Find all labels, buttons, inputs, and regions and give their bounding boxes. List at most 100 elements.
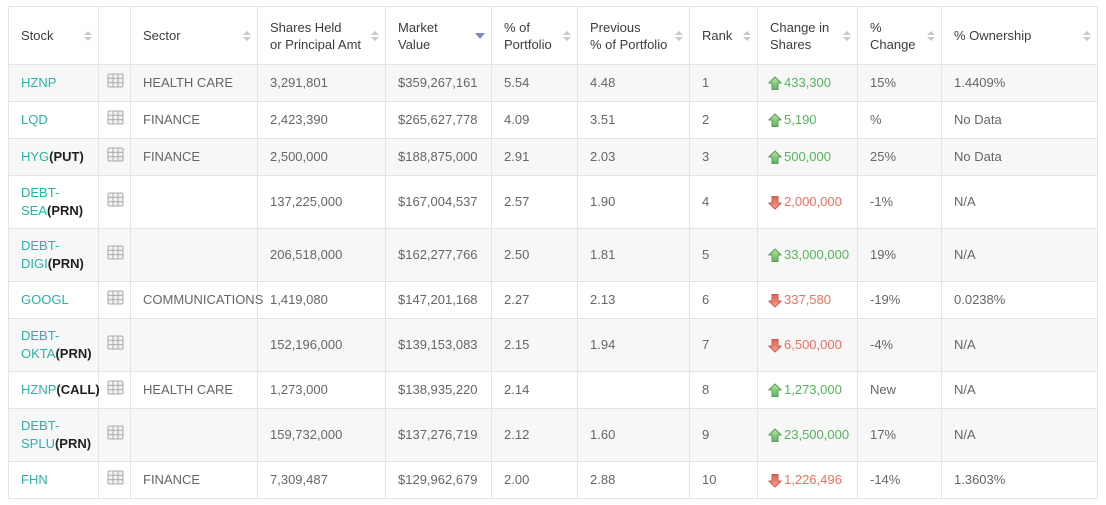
grid-icon[interactable] — [107, 192, 124, 207]
stock-cell: HYG(PUT) — [8, 138, 99, 176]
pct-ownership-cell: 1.4409% — [941, 64, 1098, 102]
previous-pct-of-portfolio-cell: 2.13 — [577, 281, 690, 319]
change-in-shares-cell: 1,226,496 — [757, 461, 858, 499]
column-header-label: Previous % of Portfolio — [590, 19, 668, 52]
rank-cell: 10 — [689, 461, 758, 499]
sort-toggle-icon[interactable] — [563, 30, 571, 41]
previous-pct-of-portfolio-cell: 1.81 — [577, 228, 690, 282]
chart-cell — [98, 408, 131, 462]
stock-ticker-link[interactable]: HZNP — [21, 75, 57, 90]
stock-ticker-link[interactable]: FHN — [21, 472, 48, 487]
rank-cell: 4 — [689, 175, 758, 229]
column-header-label: Market Value — [398, 19, 438, 52]
pct-of-portfolio-cell: 4.09 — [491, 101, 578, 139]
stock-cell: DEBT-OKTA(PRN) — [8, 318, 99, 372]
column-header-pctport[interactable]: % of Portfolio — [491, 6, 578, 65]
sorted-desc-icon[interactable] — [475, 32, 485, 39]
column-header-label: % Ownership — [954, 28, 1032, 43]
pct-of-portfolio-cell: 2.14 — [491, 371, 578, 409]
change-in-shares-value: 433,300 — [784, 75, 831, 90]
change-in-shares-cell: 23,500,000 — [757, 408, 858, 462]
change-in-shares-value: 1,226,496 — [784, 472, 842, 487]
pct-change-cell: 25% — [857, 138, 942, 176]
change-in-shares-value: 6,500,000 — [784, 337, 842, 352]
rank-cell: 3 — [689, 138, 758, 176]
sector-cell — [130, 318, 258, 372]
column-header-prev[interactable]: Previous % of Portfolio — [577, 6, 690, 65]
market-value-cell: $138,935,220 — [385, 371, 492, 409]
column-header-label: Change in Shares — [770, 19, 830, 52]
sector-cell: HEALTH CARE — [130, 64, 258, 102]
pct-ownership-cell: No Data — [941, 138, 1098, 176]
chart-cell — [98, 101, 131, 139]
grid-icon[interactable] — [107, 110, 124, 125]
pct-of-portfolio-cell: 2.50 — [491, 228, 578, 282]
sort-toggle-icon[interactable] — [927, 30, 935, 41]
stock-ticker-link[interactable]: DEBT-SEA — [21, 185, 60, 218]
column-header-sector[interactable]: Sector — [130, 6, 258, 65]
grid-icon[interactable] — [107, 380, 124, 395]
grid-icon[interactable] — [107, 335, 124, 350]
stock-ticker-link[interactable]: HZNP — [21, 382, 57, 397]
pct-ownership-cell: N/A — [941, 408, 1098, 462]
header-row: Stock Sector — [8, 6, 1098, 65]
column-header-rank[interactable]: Rank — [689, 6, 758, 65]
grid-icon[interactable] — [107, 425, 124, 440]
previous-pct-of-portfolio-cell: 3.51 — [577, 101, 690, 139]
grid-icon[interactable] — [107, 470, 124, 485]
sort-toggle-icon[interactable] — [84, 30, 92, 41]
pct-change-cell: New — [857, 371, 942, 409]
grid-icon[interactable] — [107, 73, 124, 88]
change-in-shares-value: 5,190 — [784, 112, 817, 127]
sort-toggle-icon[interactable] — [243, 30, 251, 41]
column-header-pctchange[interactable]: % Change — [857, 6, 942, 65]
stock-ticker-link[interactable]: DEBT-SPLU — [21, 418, 60, 451]
change-in-shares-value: 500,000 — [784, 149, 831, 164]
ticker-suffix: (PUT) — [49, 149, 84, 164]
stock-ticker-link[interactable]: DEBT-DIGI — [21, 238, 60, 271]
table-row: HZNP(CALL) HEALTH CARE 1,273,000 $138,93… — [8, 371, 1098, 409]
chart-cell — [98, 461, 131, 499]
table-row: HZNP HEALTH CARE 3,291,801 $359,267,161 … — [8, 64, 1098, 102]
arrow-up-icon — [768, 248, 782, 262]
chart-cell — [98, 175, 131, 229]
shares-held-cell: 2,423,390 — [257, 101, 386, 139]
table-row: FHN FINANCE 7,309,487 $129,962,679 2.00 … — [8, 461, 1098, 499]
change-in-shares-value: 2,000,000 — [784, 194, 842, 209]
change-in-shares-cell: 2,000,000 — [757, 175, 858, 229]
pct-of-portfolio-cell: 5.54 — [491, 64, 578, 102]
column-header-shares[interactable]: Shares Held or Principal Amt — [257, 6, 386, 65]
stock-ticker-link[interactable]: GOOGL — [21, 292, 69, 307]
sector-cell — [130, 408, 258, 462]
shares-held-cell: 7,309,487 — [257, 461, 386, 499]
sort-toggle-icon[interactable] — [1083, 30, 1091, 41]
pct-of-portfolio-cell: 2.12 — [491, 408, 578, 462]
sort-toggle-icon[interactable] — [743, 30, 751, 41]
pct-change-cell: -4% — [857, 318, 942, 372]
sort-toggle-icon[interactable] — [371, 30, 379, 41]
column-header-change[interactable]: Change in Shares — [757, 6, 858, 65]
grid-icon[interactable] — [107, 147, 124, 162]
shares-held-cell: 137,225,000 — [257, 175, 386, 229]
grid-icon[interactable] — [107, 245, 124, 260]
column-header-stock[interactable]: Stock — [8, 6, 99, 65]
column-header-chart — [98, 6, 131, 65]
holdings-table: Stock Sector — [8, 6, 1098, 499]
shares-held-cell: 152,196,000 — [257, 318, 386, 372]
sector-cell: COMMUNICATIONS — [130, 281, 263, 319]
pct-of-portfolio-cell: 2.91 — [491, 138, 578, 176]
sort-toggle-icon[interactable] — [675, 30, 683, 41]
column-header-market[interactable]: Market Value — [385, 6, 492, 65]
table-row: DEBT-SEA(PRN) 137,225,000 $167,004,537 2… — [8, 175, 1098, 229]
stock-ticker-link[interactable]: HYG — [21, 149, 50, 164]
table-row: DEBT-OKTA(PRN) 152,196,000 $139,153,083 … — [8, 318, 1098, 372]
pct-change-cell: % — [857, 101, 942, 139]
stock-ticker-link[interactable]: DEBT-OKTA — [21, 328, 60, 361]
sector-cell: HEALTH CARE — [130, 371, 258, 409]
previous-pct-of-portfolio-cell: 2.88 — [577, 461, 690, 499]
grid-icon[interactable] — [107, 290, 124, 305]
sort-toggle-icon[interactable] — [843, 30, 851, 41]
stock-ticker-link[interactable]: LQD — [21, 112, 48, 127]
column-header-own[interactable]: % Ownership — [941, 6, 1098, 65]
stock-cell: HZNP(CALL) — [8, 371, 100, 409]
